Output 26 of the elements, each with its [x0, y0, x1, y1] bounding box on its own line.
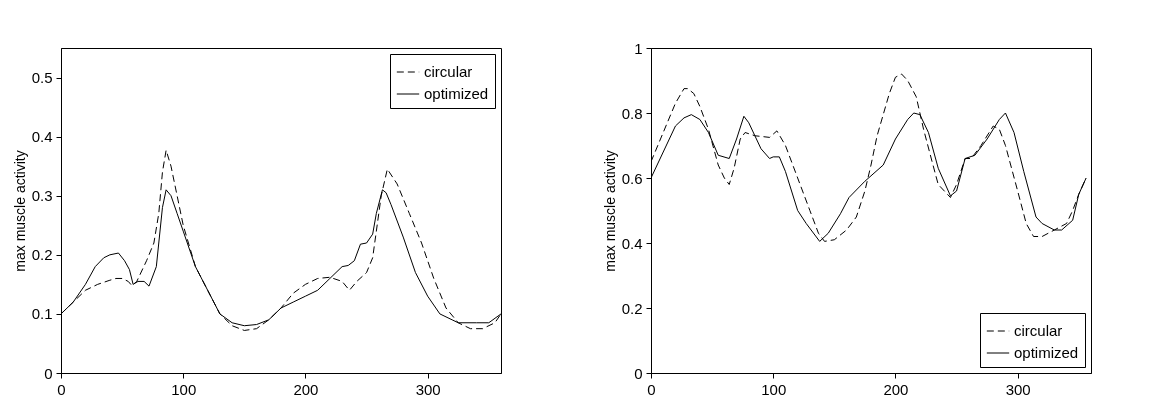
x-tick-label: 200	[883, 380, 909, 398]
y-tick-label: 0.6	[621, 169, 643, 187]
y-axis-title: max muscle activity	[11, 150, 28, 272]
x-tick-label: 300	[1005, 380, 1031, 398]
y-tick-label: 0.5	[31, 69, 53, 87]
legend-label: circular	[424, 63, 473, 80]
y-tick-label: 0.2	[621, 299, 643, 317]
legend-label: optimized	[1014, 344, 1079, 361]
y-tick-label: 0.2	[31, 246, 53, 264]
y-tick-label: 0.4	[31, 128, 53, 146]
y-tick-label: 0.1	[31, 305, 53, 323]
y-tick-label: 0.3	[31, 187, 53, 205]
x-tick-label: 0	[57, 380, 66, 398]
y-tick-label: 0.4	[621, 234, 643, 252]
y-tick-label: 0.8	[621, 104, 643, 122]
x-tick-label: 100	[761, 380, 787, 398]
x-tick-label: 200	[293, 380, 319, 398]
y-tick-label: 0	[44, 364, 53, 382]
x-tick-label: 0	[647, 380, 656, 398]
legend-label: optimized	[424, 85, 489, 102]
y-tick-label: 1	[634, 39, 643, 57]
y-axis-title: max muscle activity	[601, 150, 618, 272]
y-tick-label: 0	[634, 364, 643, 382]
x-tick-label: 100	[171, 380, 197, 398]
x-tick-label: 300	[415, 380, 441, 398]
legend-label: circular	[1014, 322, 1063, 339]
